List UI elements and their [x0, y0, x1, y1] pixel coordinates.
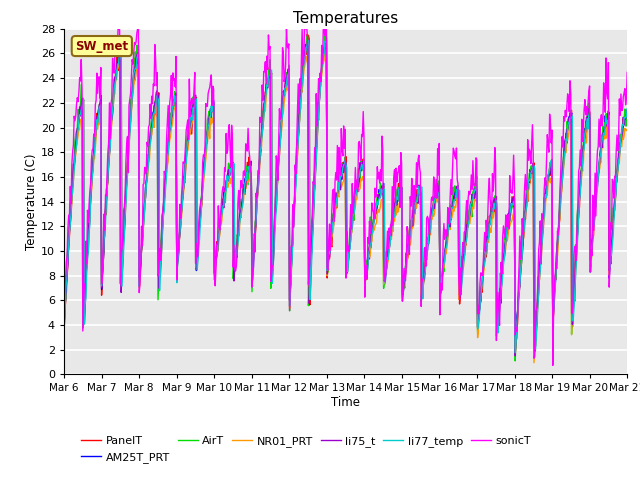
Line: li75_t: li75_t [64, 40, 627, 356]
AM25T_PRT [511, 349, 519, 355]
li75_t [215, 234, 223, 240]
Y-axis label: Temperature (C): Temperature (C) [25, 153, 38, 250]
sonicT [415, 152, 422, 158]
li77_temp [511, 350, 519, 356]
li77_temp [70, 167, 78, 172]
AirT [623, 107, 631, 112]
AirT [415, 192, 422, 197]
PanelT [70, 161, 78, 167]
NR01_PRT [431, 202, 439, 208]
li75_t [511, 353, 519, 359]
AirT [60, 324, 68, 329]
sonicT [114, 26, 122, 32]
AM25T_PRT [431, 201, 439, 206]
NR01_PRT [70, 167, 78, 172]
AirT [511, 358, 519, 364]
li75_t [623, 107, 631, 113]
AM25T_PRT [323, 35, 330, 41]
PanelT [431, 198, 439, 204]
sonicT [129, 61, 137, 67]
PanelT [215, 234, 223, 240]
li75_t [323, 37, 330, 43]
li77_temp [415, 183, 422, 189]
AM25T_PRT [186, 126, 193, 132]
AirT [186, 124, 193, 130]
sonicT [431, 195, 439, 201]
li75_t [128, 93, 136, 99]
sonicT [70, 113, 78, 119]
PanelT [415, 187, 422, 193]
AirT [128, 84, 136, 90]
Line: sonicT: sonicT [64, 29, 627, 365]
PanelT [186, 127, 193, 132]
Line: li77_temp: li77_temp [64, 39, 627, 353]
AirT [70, 154, 78, 159]
sonicT [216, 227, 224, 233]
Title: Temperatures: Temperatures [293, 11, 398, 26]
NR01_PRT [128, 97, 136, 103]
AirT [215, 220, 223, 226]
NR01_PRT [186, 128, 193, 133]
li77_temp [60, 312, 68, 318]
Line: AirT: AirT [64, 29, 627, 361]
Line: AM25T_PRT: AM25T_PRT [64, 38, 627, 352]
AM25T_PRT [623, 108, 631, 114]
sonicT [549, 362, 557, 368]
li77_temp [623, 106, 631, 112]
AM25T_PRT [60, 324, 68, 330]
NR01_PRT [415, 193, 422, 199]
li75_t [70, 166, 78, 171]
sonicT [60, 304, 68, 310]
PanelT [623, 115, 631, 121]
NR01_PRT [623, 126, 631, 132]
PanelT [511, 352, 519, 358]
NR01_PRT [215, 236, 223, 241]
AM25T_PRT [415, 192, 422, 197]
AM25T_PRT [215, 228, 223, 234]
Line: PanelT: PanelT [64, 35, 627, 355]
NR01_PRT [530, 360, 538, 366]
Text: SW_met: SW_met [76, 39, 129, 52]
Legend: PanelT, AM25T_PRT, AirT, NR01_PRT, li75_t, li77_temp, sonicT: PanelT, AM25T_PRT, AirT, NR01_PRT, li75_… [77, 432, 535, 467]
NR01_PRT [305, 47, 312, 53]
sonicT [186, 114, 194, 120]
X-axis label: Time: Time [331, 396, 360, 409]
li77_temp [215, 235, 223, 241]
li75_t [415, 182, 422, 188]
li77_temp [431, 195, 439, 201]
AirT [431, 196, 439, 202]
PanelT [60, 322, 68, 328]
sonicT [623, 70, 631, 75]
li75_t [431, 188, 439, 193]
li75_t [186, 128, 193, 133]
NR01_PRT [60, 321, 68, 327]
li75_t [60, 328, 68, 334]
PanelT [128, 95, 136, 101]
li77_temp [323, 36, 330, 42]
li77_temp [128, 93, 136, 99]
AirT [321, 26, 329, 32]
Line: NR01_PRT: NR01_PRT [64, 50, 627, 363]
AM25T_PRT [128, 95, 136, 101]
li77_temp [186, 128, 193, 133]
AM25T_PRT [70, 161, 78, 167]
PanelT [303, 32, 310, 37]
